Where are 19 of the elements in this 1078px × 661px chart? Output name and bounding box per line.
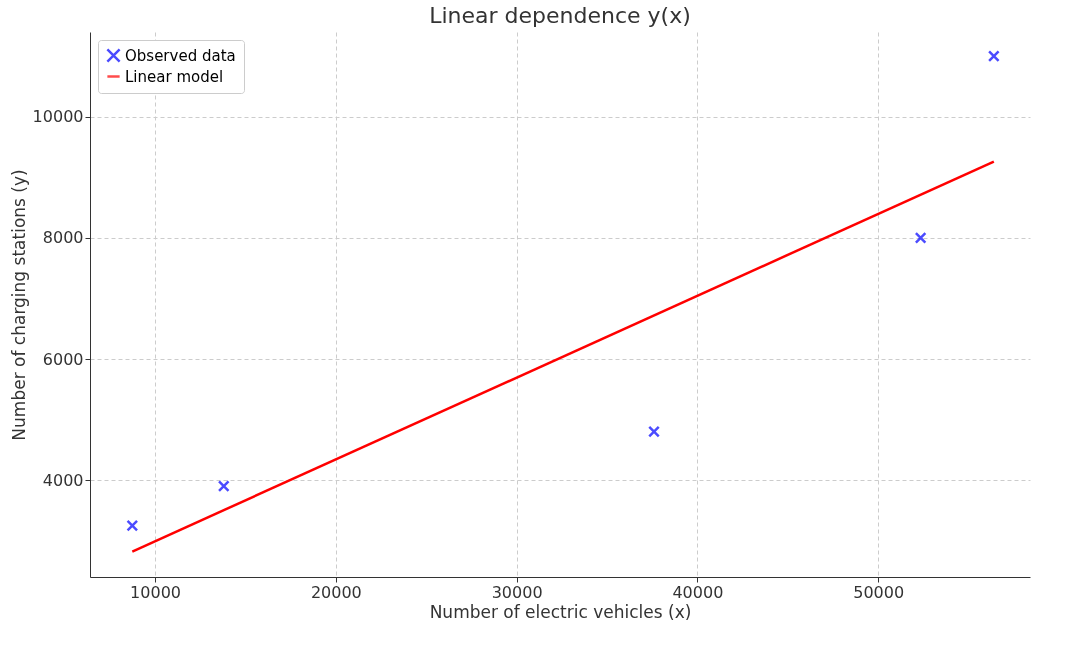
x-tick-label: 40000 xyxy=(672,582,724,602)
point xyxy=(987,50,1000,63)
legend-label: Linear model xyxy=(125,67,224,86)
point xyxy=(126,519,139,532)
y-tick-label: 4000 xyxy=(42,470,84,490)
y-tick-label: 8000 xyxy=(42,228,84,248)
chart-title: Linear dependence y(x) xyxy=(429,3,691,28)
y-tick-label: 6000 xyxy=(42,349,84,369)
point xyxy=(217,480,230,493)
x-tick-label: 10000 xyxy=(130,582,182,602)
y-axis-title: Number of charging stations (y) xyxy=(8,169,29,441)
point xyxy=(648,425,660,438)
legend-label: Observed data xyxy=(125,46,236,65)
x-tick-label: 50000 xyxy=(853,582,905,602)
x-axis-title: Number of electric vehicles (x) xyxy=(429,601,692,622)
x-tick-label: 30000 xyxy=(491,582,543,602)
x-tick-label: 20000 xyxy=(310,582,362,602)
point xyxy=(914,231,927,244)
y-tick-label: 10000 xyxy=(32,107,84,127)
